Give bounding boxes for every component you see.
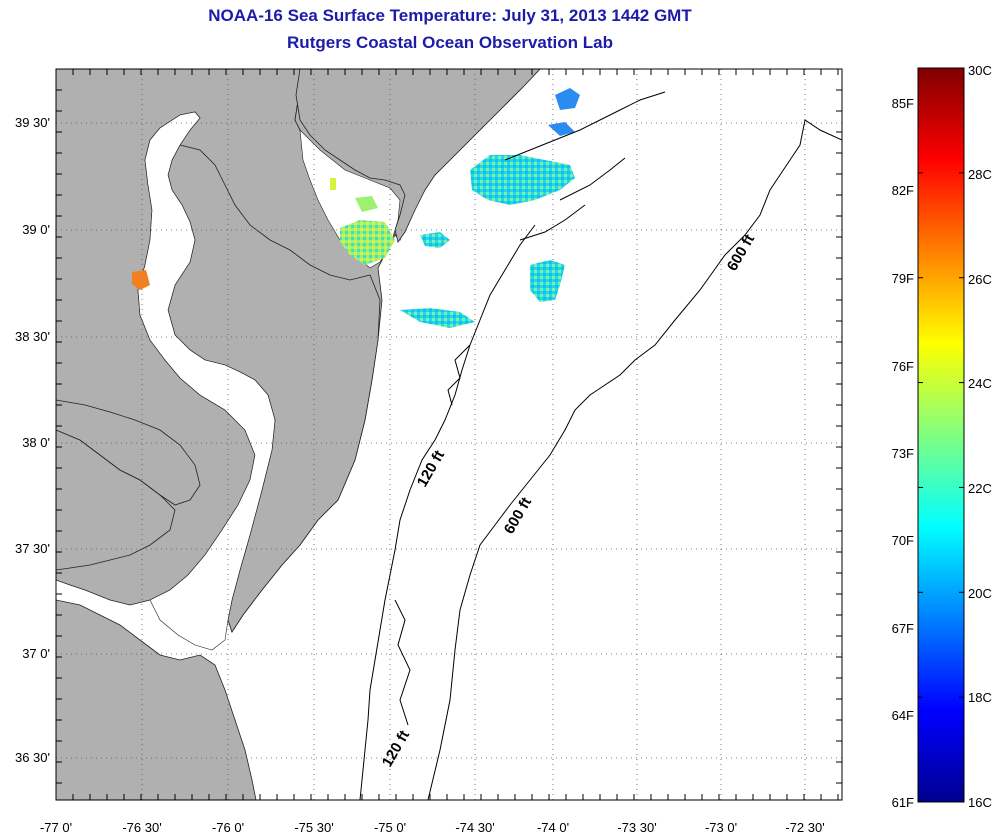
lon-label: -73 30': [617, 820, 656, 835]
map-subtitle: Rutgers Coastal Ocean Observation Lab: [287, 33, 613, 52]
colorbar-fahrenheit-label: 85F: [892, 96, 914, 111]
lat-label: 39 30': [15, 115, 50, 130]
land-masses: [56, 69, 541, 800]
colorbar-celsius-label: 16C: [968, 795, 992, 810]
lat-label: 38 0': [22, 435, 50, 450]
graticule: [56, 69, 842, 800]
colorbar-fahrenheit-label: 67F: [892, 621, 914, 636]
sst-patch-north2: [548, 122, 575, 136]
colorbar-fahrenheit-label: 70F: [892, 533, 914, 548]
bathymetry-contours: [359, 91, 842, 800]
lon-label: -73 0': [705, 820, 737, 835]
sst-patch-east: [530, 260, 565, 302]
lat-label: 38 30': [15, 329, 50, 344]
lat-labels: 39 30' 39 0' 38 30' 38 0' 37 30' 37 0' 3…: [15, 115, 50, 765]
land-virginia-south: [56, 599, 257, 800]
colorbar-celsius-label: 30C: [968, 63, 992, 78]
colorbar-celsius-label: 26C: [968, 272, 992, 287]
land-virginia-neck: [56, 399, 201, 506]
colorbar-fahrenheit-label: 64F: [892, 708, 914, 723]
lon-label: -76 0': [212, 820, 244, 835]
lon-label: -77 0': [40, 820, 72, 835]
contour-120ft-a: [359, 224, 536, 800]
colorbar-fahrenheit-label: 61F: [892, 795, 914, 810]
lon-label: -75 30': [294, 820, 333, 835]
colorbar-celsius-label: 28C: [968, 167, 992, 182]
colorbar-gradient: [917, 67, 965, 803]
colorbar-celsius-label: 18C: [968, 690, 992, 705]
sst-patch-shore: [400, 308, 475, 328]
tick-marks: [55, 68, 842, 800]
colorbar-celsius-label: 22C: [968, 481, 992, 496]
lon-label: -74 30': [455, 820, 494, 835]
colorbar-celsius-label: 24C: [968, 376, 992, 391]
sst-patch-ne: [470, 155, 575, 205]
lat-label: 37 30': [15, 541, 50, 556]
lon-label: -72 30': [785, 820, 824, 835]
colorbar: 30C 28C 26C 24C 22C 20C 18C 16C 85F 82F …: [892, 63, 992, 810]
lat-label: 36 30': [15, 750, 50, 765]
colorbar-fahrenheit-label: 82F: [892, 183, 914, 198]
lat-label: 37 0': [22, 646, 50, 661]
sst-patch-orange: [132, 270, 150, 290]
colorbar-fahrenheit-label: 73F: [892, 446, 914, 461]
sst-patch-north: [555, 88, 580, 110]
contour-600ft-a: [427, 119, 842, 800]
lon-labels: -77 0' -76 30' -76 0' -75 30' -75 0' -74…: [40, 820, 825, 835]
lon-label: -76 30': [122, 820, 161, 835]
sst-patch-delbay: [340, 220, 395, 265]
sst-patch-small: [330, 178, 336, 190]
colorbar-celsius-label: 20C: [968, 586, 992, 601]
lon-label: -74 0': [537, 820, 569, 835]
sst-patch-mid2: [355, 196, 378, 212]
map-frame: [55, 68, 843, 801]
sst-patch-mid: [420, 232, 450, 248]
colorbar-fahrenheit-label: 79F: [892, 271, 914, 286]
lat-label: 39 0': [22, 222, 50, 237]
colorbar-fahrenheit-label: 76F: [892, 359, 914, 374]
sst-data: [132, 88, 580, 328]
lon-label: -75 0': [374, 820, 406, 835]
map-title: NOAA-16 Sea Surface Temperature: July 31…: [208, 6, 692, 25]
